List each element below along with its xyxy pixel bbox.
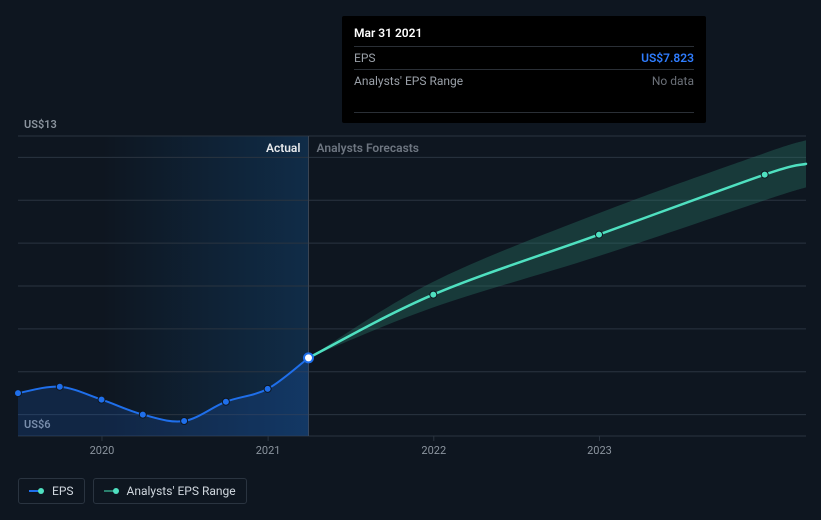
tooltip-separator [354, 112, 694, 113]
tooltip-label: EPS [354, 51, 376, 65]
chart-tooltip: Mar 31 2021 EPS US$7.823 Analysts' EPS R… [342, 16, 706, 123]
legend-item-range[interactable]: Analysts' EPS Range [93, 478, 247, 504]
chart-legend: EPS Analysts' EPS Range [18, 478, 247, 504]
svg-text:Actual: Actual [266, 141, 301, 155]
legend-swatch-dot [113, 488, 119, 494]
legend-swatch-icon [29, 488, 44, 494]
svg-text:2020: 2020 [90, 444, 115, 457]
legend-label: Analysts' EPS Range [127, 484, 236, 498]
tooltip-value: US$7.823 [641, 51, 694, 65]
svg-text:2021: 2021 [256, 444, 281, 457]
svg-text:2022: 2022 [421, 444, 446, 457]
legend-swatch-dot [38, 488, 44, 494]
tooltip-row-range: Analysts' EPS Range No data [354, 69, 694, 92]
tooltip-value: No data [652, 74, 694, 88]
tooltip-date: Mar 31 2021 [354, 26, 694, 40]
legend-item-eps[interactable]: EPS [18, 478, 85, 504]
tooltip-row-eps: EPS US$7.823 [354, 46, 694, 69]
svg-text:2023: 2023 [587, 444, 612, 457]
legend-label: EPS [52, 484, 74, 498]
tooltip-label: Analysts' EPS Range [354, 74, 463, 88]
legend-swatch-icon [104, 488, 119, 494]
svg-text:US$13: US$13 [24, 118, 57, 131]
svg-text:Analysts Forecasts: Analysts Forecasts [317, 141, 419, 155]
